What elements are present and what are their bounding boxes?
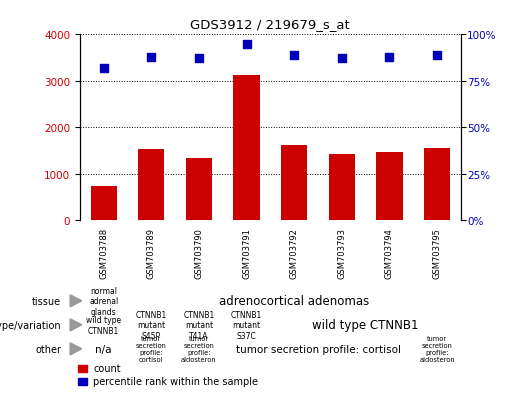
Text: GSM703788: GSM703788: [99, 228, 108, 278]
Text: genotype/variation: genotype/variation: [0, 320, 61, 330]
Polygon shape: [70, 295, 82, 307]
Text: GSM703792: GSM703792: [290, 228, 299, 278]
Bar: [138, 150, 164, 221]
Bar: [329, 155, 355, 221]
Text: count: count: [93, 363, 121, 373]
Text: tumor secretion profile: cortisol: tumor secretion profile: cortisol: [235, 344, 401, 354]
Title: GDS3912 / 219679_s_at: GDS3912 / 219679_s_at: [191, 18, 350, 31]
Text: normal
adrenal
glands: normal adrenal glands: [89, 286, 118, 316]
Text: adrenocortical adenomas: adrenocortical adenomas: [219, 294, 369, 308]
Bar: [376, 153, 403, 221]
Bar: [186, 158, 212, 221]
Bar: [281, 146, 307, 221]
Text: GSM703789: GSM703789: [147, 228, 156, 278]
Text: other: other: [35, 344, 61, 354]
Point: [338, 56, 346, 62]
Text: GSM703790: GSM703790: [195, 228, 203, 278]
Text: tumor
secretion
profile:
aldosteron: tumor secretion profile: aldosteron: [419, 335, 455, 363]
Text: tumor
secretion
profile:
cortisol: tumor secretion profile: cortisol: [136, 335, 167, 363]
Bar: [78, 377, 87, 385]
Text: GSM703793: GSM703793: [337, 228, 346, 278]
Bar: [91, 186, 117, 221]
Text: tumor
secretion
profile:
aldosteron: tumor secretion profile: aldosteron: [181, 335, 217, 363]
Point: [385, 54, 393, 61]
Text: wild type
CTNNB1: wild type CTNNB1: [86, 316, 121, 335]
Text: CTNNB1
mutant
T41A: CTNNB1 mutant T41A: [183, 310, 215, 340]
Text: percentile rank within the sample: percentile rank within the sample: [93, 376, 258, 386]
Text: GSM703794: GSM703794: [385, 228, 394, 278]
Text: n/a: n/a: [95, 344, 112, 354]
Bar: [78, 365, 87, 372]
Bar: [424, 148, 450, 221]
Text: GSM703795: GSM703795: [433, 228, 441, 278]
Point: [99, 65, 108, 72]
Polygon shape: [70, 319, 82, 331]
Text: CTNNB1
mutant
S37C: CTNNB1 mutant S37C: [231, 310, 262, 340]
Point: [433, 52, 441, 59]
Point: [243, 41, 251, 48]
Point: [147, 54, 156, 61]
Bar: [233, 76, 260, 221]
Text: CTNNB1
mutant
S45P: CTNNB1 mutant S45P: [135, 310, 167, 340]
Point: [290, 52, 298, 59]
Text: wild type CTNNB1: wild type CTNNB1: [313, 318, 419, 332]
Polygon shape: [70, 343, 82, 355]
Point: [195, 56, 203, 62]
Text: GSM703791: GSM703791: [242, 228, 251, 278]
Text: tissue: tissue: [32, 296, 61, 306]
